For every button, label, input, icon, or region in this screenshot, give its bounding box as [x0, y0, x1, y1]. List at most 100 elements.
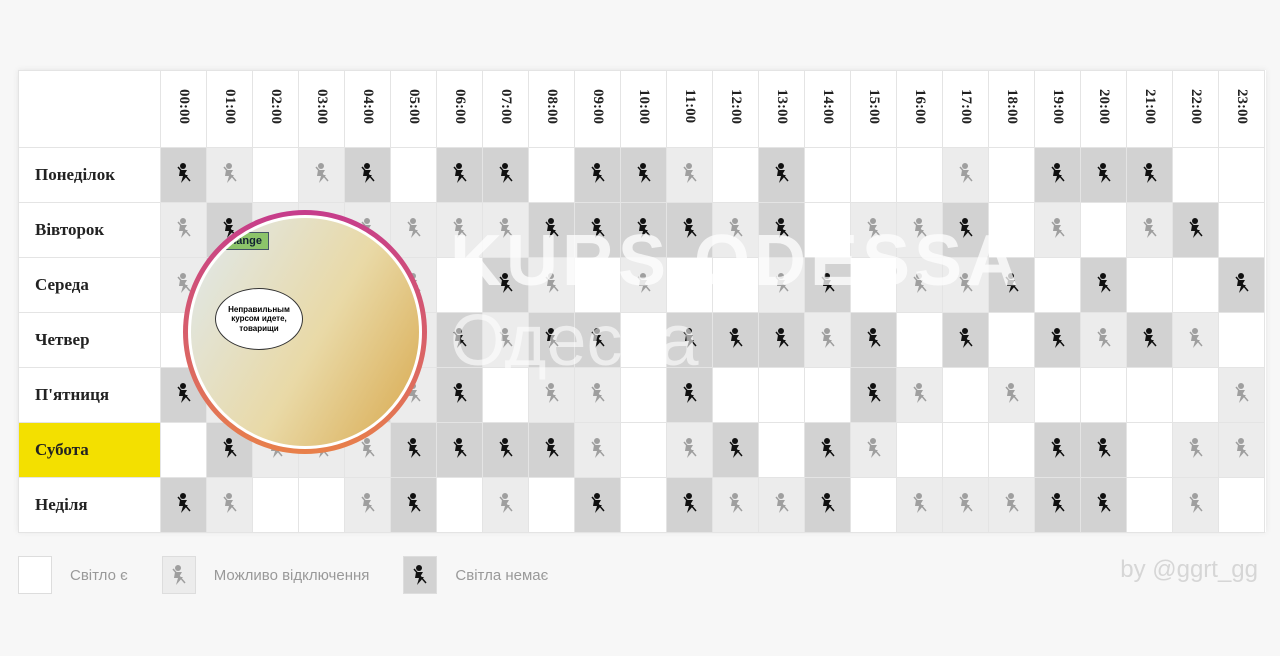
possible-outage-cell: [896, 367, 943, 423]
power-on-cell: [436, 257, 483, 313]
possible-outage-cell: [712, 202, 759, 258]
outage-icon: [682, 217, 697, 238]
power-on-cell: [942, 422, 989, 478]
no-power-cell: [344, 147, 391, 203]
hour-header: 09:00: [574, 70, 621, 148]
no-power-cell: [712, 312, 759, 368]
outage-icon: [1050, 217, 1065, 238]
possible-outage-cell: [298, 147, 345, 203]
outage-icon: [958, 492, 973, 513]
no-power-cell: [620, 202, 667, 258]
outage-icon: [1142, 217, 1157, 238]
outage-icon: [958, 217, 973, 238]
outage-icon: [774, 162, 789, 183]
outage-icon: [636, 162, 651, 183]
no-power-cell: [528, 312, 575, 368]
legend-label-on: Світло є: [70, 566, 128, 584]
outage-icon: [452, 162, 467, 183]
legend-swatch-off: [403, 556, 438, 594]
hour-label: 07:00: [498, 89, 514, 124]
outage-icon: [912, 382, 927, 403]
no-power-cell: [436, 312, 483, 368]
possible-outage-cell: [850, 202, 897, 258]
outage-icon: [958, 327, 973, 348]
power-on-cell: [666, 257, 713, 313]
power-on-cell: [252, 477, 299, 533]
power-on-cell: [482, 367, 529, 423]
outage-icon: [176, 272, 191, 293]
power-on-cell: [574, 257, 621, 313]
power-on-cell: [620, 367, 667, 423]
outage-icon: [406, 217, 421, 238]
power-on-cell: [758, 422, 805, 478]
possible-outage-cell: [1126, 202, 1173, 258]
outage-icon: [176, 162, 191, 183]
power-on-cell: [1126, 477, 1173, 533]
no-power-cell: [1218, 257, 1265, 313]
hour-label: 05:00: [406, 89, 422, 124]
no-power-cell: [988, 257, 1035, 313]
legend: Світло є Можливо відключення Світла нема…: [18, 556, 582, 594]
no-power-cell: [482, 257, 529, 313]
outage-icon: [912, 492, 927, 513]
outage-icon: [172, 565, 186, 585]
hour-header: 07:00: [482, 70, 529, 148]
power-on-cell: [988, 422, 1035, 478]
outage-icon: [1050, 492, 1065, 513]
no-power-cell: [620, 147, 667, 203]
outage-icon: [728, 492, 743, 513]
no-power-cell: [1172, 202, 1219, 258]
no-power-cell: [1034, 422, 1081, 478]
possible-outage-cell: [758, 477, 805, 533]
day-label: Неділя: [18, 477, 161, 533]
hour-header: 02:00: [252, 70, 299, 148]
power-on-cell: [1126, 422, 1173, 478]
possible-outage-cell: [988, 367, 1035, 423]
credit: by @ggrt_gg: [1120, 556, 1258, 583]
hour-header: 01:00: [206, 70, 253, 148]
possible-outage-cell: [666, 147, 713, 203]
possible-outage-cell: [988, 477, 1035, 533]
day-row: Неділя: [18, 477, 1265, 533]
outage-icon: [912, 217, 927, 238]
hour-header: 06:00: [436, 70, 483, 148]
hour-header: 05:00: [390, 70, 437, 148]
no-power-cell: [804, 422, 851, 478]
power-on-cell: [804, 147, 851, 203]
power-on-cell: [620, 312, 667, 368]
power-on-cell: [896, 422, 943, 478]
no-power-cell: [160, 147, 207, 203]
hour-label: 02:00: [268, 89, 284, 124]
outage-icon: [1234, 382, 1249, 403]
outage-icon: [498, 272, 513, 293]
power-on-cell: [298, 477, 345, 533]
power-on-cell: [620, 422, 667, 478]
outage-icon: [1004, 492, 1019, 513]
power-on-cell: [1172, 257, 1219, 313]
outage-icon: [544, 217, 559, 238]
outage-icon: [958, 162, 973, 183]
possible-outage-cell: [896, 202, 943, 258]
hour-label: 17:00: [958, 89, 974, 124]
hour-label: 09:00: [590, 89, 606, 124]
possible-outage-cell: [942, 477, 989, 533]
outage-icon: [498, 327, 513, 348]
no-power-cell: [804, 257, 851, 313]
outage-icon: [866, 217, 881, 238]
cartoon-overlay: Exchange Неправильным курсом идете, това…: [183, 210, 427, 454]
outage-icon: [1004, 382, 1019, 403]
hour-header: 08:00: [528, 70, 575, 148]
no-power-cell: [712, 422, 759, 478]
no-power-cell: [1080, 147, 1127, 203]
outage-icon: [1188, 327, 1203, 348]
outage-icon: [820, 492, 835, 513]
power-on-cell: [1218, 312, 1265, 368]
outage-icon: [1096, 272, 1111, 293]
outage-icon: [866, 382, 881, 403]
power-on-cell: [1126, 367, 1173, 423]
outage-icon: [498, 492, 513, 513]
no-power-cell: [1034, 312, 1081, 368]
no-power-cell: [1034, 147, 1081, 203]
outage-icon: [452, 217, 467, 238]
possible-outage-cell: [436, 202, 483, 258]
